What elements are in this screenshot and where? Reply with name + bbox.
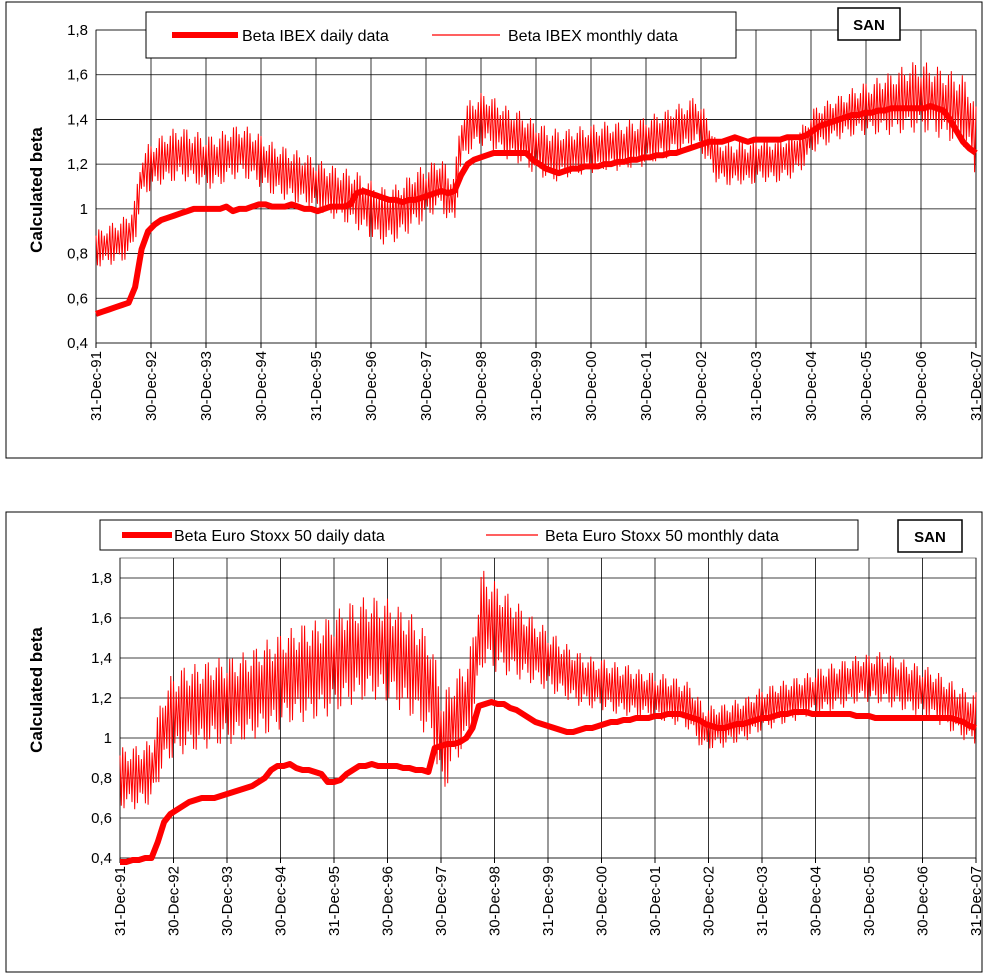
y-tick-label: 1,4 — [67, 111, 88, 128]
y-tick-label: 0,6 — [67, 290, 88, 307]
y-axis-ticks: 0,4 0,6 0,8 1 1,2 1,4 1,6 1,8 — [91, 570, 112, 867]
legend: Beta IBEX daily data Beta IBEX monthly d… — [145, 11, 737, 59]
x-tick-label: 31-Dec-99 — [540, 866, 557, 936]
stock-tag: SAN — [897, 519, 963, 553]
y-axis-label: Calculated beta — [27, 127, 46, 253]
x-tick-label: 30-Dec-97 — [418, 351, 435, 421]
y-tick-label: 0,6 — [91, 810, 112, 827]
x-tick-label: 30-Dec-96 — [380, 866, 397, 936]
series-daily-line — [120, 699, 977, 865]
series-group — [119, 570, 977, 865]
stock-tag-box — [837, 7, 901, 41]
x-tick-label: 30-Dec-94 — [273, 866, 290, 936]
x-tick-label: 31-Dec-95 — [308, 351, 325, 421]
x-tick-label: 30-Dec-97 — [433, 866, 450, 936]
x-tick-label: 30-Dec-04 — [808, 866, 825, 936]
stock-tag: SAN — [837, 7, 901, 41]
y-tick-label: 1,2 — [91, 690, 112, 707]
stock-tag-box — [897, 519, 963, 553]
y-axis-ticks: 0,4 0,6 0,8 1 1,2 1,4 1,6 1,8 — [67, 22, 88, 352]
series-group — [95, 62, 978, 317]
plot-area — [119, 557, 977, 863]
x-tick-label: 30-Dec-93 — [219, 866, 236, 936]
x-tick-label: 31-Dec-07 — [968, 351, 984, 421]
y-tick-label: 1 — [80, 201, 88, 218]
y-tick-label: 0,4 — [67, 335, 88, 352]
chart-border — [5, 1, 983, 459]
chart-border — [5, 511, 983, 973]
x-tick-label: 30-Dec-02 — [693, 351, 710, 421]
x-tick-label: 30-Dec-05 — [858, 351, 875, 421]
x-tick-label: 31-Dec-03 — [748, 351, 765, 421]
x-tick-label: 30-Dec-00 — [583, 351, 600, 421]
plot-area — [95, 29, 977, 348]
x-tick-label: 30-Dec-98 — [487, 866, 504, 936]
x-tick-label: 31-Dec-95 — [326, 866, 343, 936]
x-tick-label: 30-Dec-01 — [638, 351, 655, 421]
x-tick-label: 30-Dec-05 — [861, 866, 878, 936]
y-tick-label: 1,8 — [91, 570, 112, 587]
x-tick-label: 30-Dec-01 — [647, 866, 664, 936]
y-tick-label: 1,6 — [91, 610, 112, 627]
x-tick-label: 31-Dec-91 — [112, 866, 129, 936]
y-tick-label: 0,8 — [91, 770, 112, 787]
y-tick-label: 0,8 — [67, 246, 88, 263]
x-tick-label: 30-Dec-00 — [594, 866, 611, 936]
series-daily-line — [95, 103, 978, 317]
x-tick-label: 30-Dec-98 — [473, 351, 490, 421]
y-tick-label: 1,2 — [67, 156, 88, 173]
y-tick-label: 0,4 — [91, 850, 112, 867]
x-axis-ticks: 31-Dec-91 30-Dec-92 30-Dec-93 30-Dec-94 31-D… — [112, 866, 984, 936]
legend-label-daily: Beta IBEX daily data — [242, 28, 389, 45]
x-tick-label: 31-Dec-91 — [88, 351, 105, 421]
y-tick-label: 1 — [104, 730, 112, 747]
x-tick-label: 30-Dec-93 — [198, 351, 215, 421]
x-tick-label: 30-Dec-96 — [363, 351, 380, 421]
x-tick-label: 30-Dec-92 — [143, 351, 160, 421]
x-tick-label: 30-Dec-94 — [253, 351, 270, 421]
x-tick-label: 31-Dec-99 — [528, 351, 545, 421]
legend-label-monthly: Beta Euro Stoxx 50 monthly data — [545, 528, 779, 545]
legend-label-daily: Beta Euro Stoxx 50 daily data — [174, 528, 385, 545]
x-tick-label: 30-Dec-92 — [166, 866, 183, 936]
legend-box — [99, 519, 859, 551]
series-monthly-line — [95, 62, 977, 267]
series-monthly-line — [119, 570, 977, 810]
legend-label-monthly: Beta IBEX monthly data — [508, 28, 678, 45]
y-tick-label: 1,8 — [67, 22, 88, 39]
x-tick-label: 30-Dec-06 — [915, 866, 932, 936]
chart-eurostoxx: Calculated beta 0,4 0,6 0,8 1 1,2 1,4 1,6 1,8 3… — [5, 511, 984, 973]
x-tick-label: 30-Dec-06 — [913, 351, 930, 421]
y-tick-label: 1,6 — [67, 67, 88, 84]
x-tick-label: 30-Dec-04 — [803, 351, 820, 421]
x-tick-label: 30-Dec-02 — [701, 866, 718, 936]
x-tick-label: 31-Dec-03 — [754, 866, 771, 936]
stock-tag-label: SAN — [914, 529, 946, 546]
y-axis-label: Calculated beta — [27, 627, 46, 753]
stock-tag-label: SAN — [853, 17, 885, 34]
chart-ibex: Calculated beta 0,4 0,6 0,8 1 1,2 1,4 1,6 1,8 3… — [5, 1, 984, 459]
x-tick-label: 31-Dec-07 — [968, 866, 984, 936]
legend: Beta Euro Stoxx 50 daily data Beta Euro … — [99, 519, 859, 551]
x-axis-ticks: 31-Dec-91 30-Dec-92 30-Dec-93 30-Dec-94 31-D… — [88, 351, 984, 421]
y-tick-label: 1,4 — [91, 650, 112, 667]
